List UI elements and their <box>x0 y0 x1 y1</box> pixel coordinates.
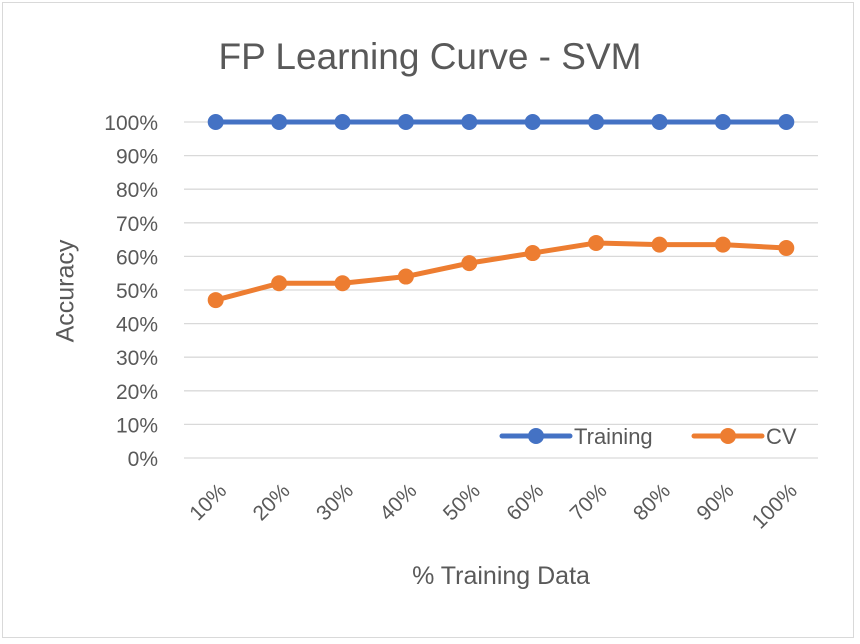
legend-marker-training <box>528 428 544 444</box>
x-tick-label: 40% <box>375 479 421 525</box>
x-tick-label: 100% <box>748 479 802 533</box>
data-point-training <box>334 114 351 130</box>
chart-frame <box>2 2 854 638</box>
data-point-training <box>714 114 731 130</box>
data-point-training <box>207 114 224 130</box>
data-point-training <box>271 114 288 130</box>
data-point-cv <box>588 234 605 251</box>
legend-label-training: Training <box>574 424 653 449</box>
data-point-cv <box>207 292 224 309</box>
x-tick-label: 30% <box>312 479 358 525</box>
x-tick-label: 90% <box>692 479 738 525</box>
y-tick-label: 10% <box>116 414 158 437</box>
y-tick-label: 40% <box>116 314 158 337</box>
y-tick-label: 20% <box>116 381 158 404</box>
legend-label-cv: CV <box>766 424 797 449</box>
x-tick-label: 70% <box>566 479 612 525</box>
data-point-cv <box>778 240 795 256</box>
data-point-training <box>651 114 668 130</box>
x-tick-label: 80% <box>629 479 675 525</box>
y-tick-label: 90% <box>116 146 158 169</box>
legend-marker-cv <box>720 428 736 444</box>
data-point-training <box>461 114 478 130</box>
x-tick-label: 10% <box>185 479 231 525</box>
y-tick-label: 100% <box>104 112 158 135</box>
y-tick-label: 0% <box>128 448 158 471</box>
data-point-cv <box>271 275 288 292</box>
data-point-cv <box>397 268 414 285</box>
data-point-cv <box>334 275 351 292</box>
data-point-training <box>778 114 795 130</box>
data-point-cv <box>461 255 478 272</box>
y-tick-label: 60% <box>116 246 158 269</box>
x-axis-label: % Training Data <box>412 562 590 590</box>
series-line-cv <box>213 240 789 303</box>
y-tick-label: 80% <box>116 179 158 202</box>
x-tick-label: 20% <box>249 479 295 525</box>
data-point-training <box>588 114 605 130</box>
data-point-cv <box>714 236 731 253</box>
x-tick-label: 60% <box>502 479 548 525</box>
y-tick-label: 50% <box>116 280 158 303</box>
data-point-cv <box>651 236 668 253</box>
y-tick-label: 30% <box>116 347 158 370</box>
y-tick-label: 70% <box>116 213 158 236</box>
data-point-cv <box>524 245 541 262</box>
chart-title: FP Learning Curve - SVM <box>218 36 642 77</box>
data-point-training <box>524 114 541 130</box>
data-point-training <box>397 114 414 130</box>
x-tick-label: 50% <box>439 479 485 525</box>
